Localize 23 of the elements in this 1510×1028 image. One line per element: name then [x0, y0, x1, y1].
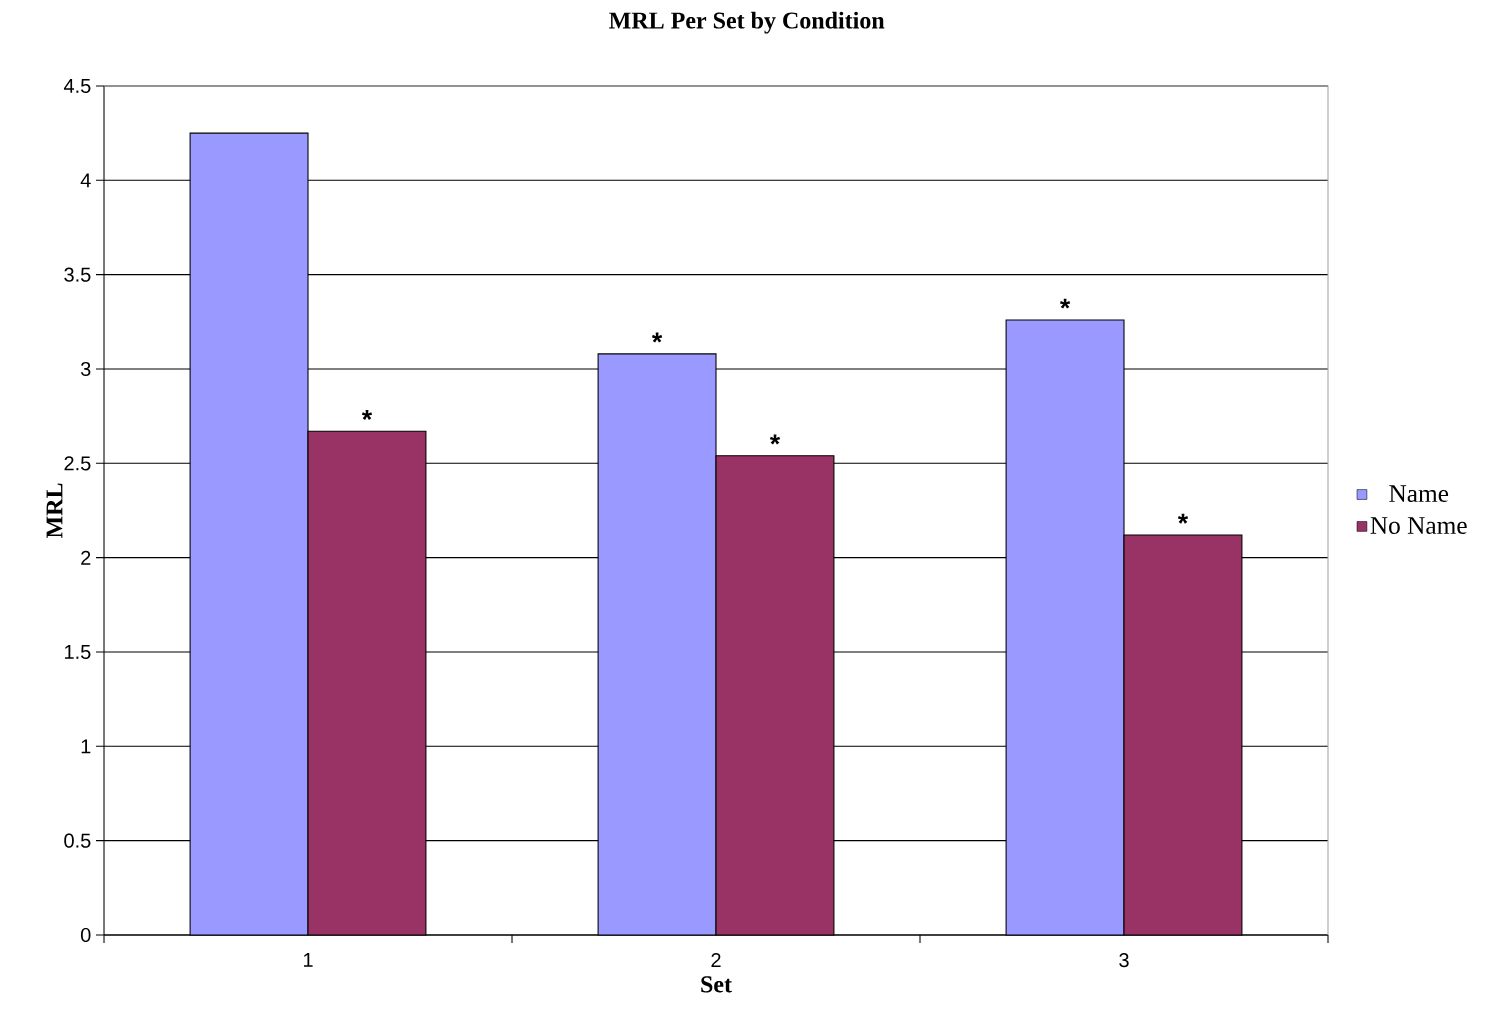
- y-tick-label: 1.5: [65, 645, 91, 659]
- x-tick-label: 1: [303, 953, 313, 967]
- annotation: *: [1059, 298, 1071, 309]
- legend-label: Name: [1389, 485, 1449, 503]
- legend-label: No Name: [1370, 517, 1467, 534]
- x-axis-title: Set: [701, 976, 732, 993]
- y-axis-title: MRL: [46, 483, 63, 539]
- y-tick-label: 3.5: [64, 267, 91, 282]
- annotation: *: [651, 332, 663, 343]
- y-tick-label: 4.5: [63, 79, 91, 93]
- y-tick-label: 2: [81, 550, 91, 565]
- y-tick-label: 4: [80, 173, 91, 188]
- y-tick-label: 1: [81, 739, 91, 754]
- x-tick-label: 2: [711, 953, 721, 967]
- y-tick-label: 2.5: [64, 456, 91, 471]
- chart-title: MRL Per Set by Condition: [609, 11, 885, 34]
- annotation: *: [361, 409, 373, 420]
- annotation: *: [1177, 513, 1189, 524]
- y-tick-label: 3: [80, 361, 91, 377]
- annotation: *: [769, 434, 781, 445]
- y-tick-label: 0: [80, 927, 91, 943]
- x-tick-label: 3: [1119, 953, 1129, 968]
- y-tick-label: 0.5: [64, 833, 91, 848]
